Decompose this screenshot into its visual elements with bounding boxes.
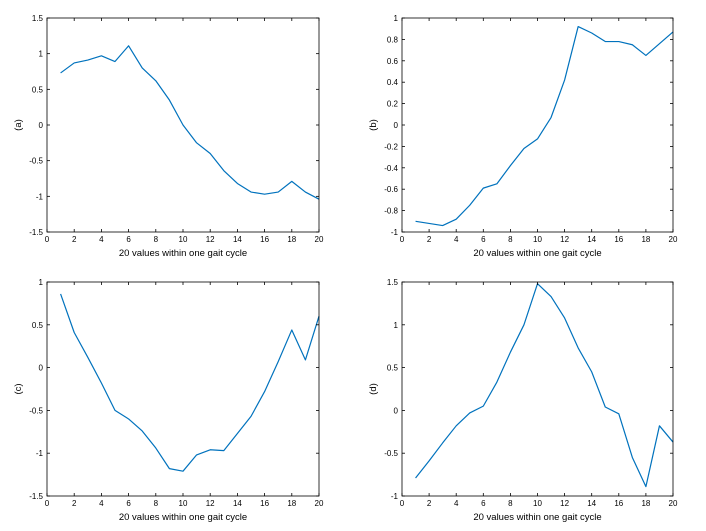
y-tick-label: 1.5	[387, 278, 399, 287]
y-tick-label: -1	[391, 492, 399, 501]
y-tick-label: -0.8	[384, 207, 398, 216]
x-tick-label: 12	[560, 235, 569, 244]
x-axis-label: 20 values within one gait cycle	[119, 248, 247, 259]
y-tick-label: 1	[394, 14, 399, 23]
x-axis-label: 20 values within one gait cycle	[119, 512, 247, 523]
x-tick-label: 10	[179, 235, 188, 244]
x-tick-label: 2	[72, 499, 77, 508]
x-tick-label: 18	[641, 235, 650, 244]
y-tick-label: 0	[394, 121, 399, 130]
plot-frame-d	[401, 281, 674, 497]
x-tick-label: 10	[533, 235, 542, 244]
y-tick-label: -1	[36, 192, 44, 201]
y-tick-label: 0.2	[387, 100, 399, 109]
x-axis-label: 20 values within one gait cycle	[473, 248, 601, 259]
y-tick-label: -0.2	[384, 142, 398, 151]
y-axis-label: (c)	[13, 383, 24, 394]
x-tick-label: 10	[533, 499, 542, 508]
x-tick-label: 20	[669, 235, 678, 244]
y-tick-label: -1.5	[29, 492, 43, 501]
x-tick-label: 10	[179, 499, 188, 508]
x-axis-label: 20 values within one gait cycle	[473, 512, 601, 523]
y-tick-label: 0.5	[32, 321, 44, 330]
y-tick-label: 0	[39, 121, 44, 130]
x-tick-label: 0	[45, 499, 50, 508]
x-tick-label: 4	[454, 499, 459, 508]
y-axis-label: (b)	[368, 119, 379, 131]
x-tick-label: 16	[260, 499, 269, 508]
x-tick-label: 2	[427, 235, 432, 244]
y-tick-label: -0.6	[384, 185, 398, 194]
series-line-c	[60, 293, 320, 472]
x-tick-label: 8	[154, 499, 159, 508]
x-tick-label: 6	[126, 235, 131, 244]
x-tick-label: 4	[454, 235, 459, 244]
y-tick-label: 1	[39, 278, 44, 287]
x-tick-label: 18	[641, 499, 650, 508]
y-tick-label: 0	[39, 364, 44, 373]
x-tick-label: 16	[260, 235, 269, 244]
x-tick-label: 0	[45, 235, 50, 244]
x-tick-label: 16	[614, 235, 623, 244]
x-tick-label: 6	[481, 235, 486, 244]
x-tick-label: 14	[587, 499, 596, 508]
x-tick-label: 8	[154, 235, 159, 244]
y-tick-label: -1	[391, 228, 399, 237]
x-tick-label: 2	[427, 499, 432, 508]
y-tick-label: -0.5	[29, 157, 43, 166]
y-tick-label: 0.6	[387, 57, 399, 66]
y-tick-label: 1.5	[32, 14, 44, 23]
plot-frame-c	[46, 281, 320, 497]
y-tick-label: 0.5	[387, 364, 399, 373]
plot-frame-b	[401, 17, 674, 233]
x-tick-label: 12	[206, 499, 215, 508]
y-tick-label: 0	[394, 406, 399, 415]
x-tick-label: 8	[508, 499, 513, 508]
x-tick-label: 6	[126, 499, 131, 508]
y-tick-label: -1.5	[29, 228, 43, 237]
x-tick-label: 20	[669, 499, 678, 508]
y-tick-label: 0.5	[32, 85, 44, 94]
x-tick-label: 16	[614, 499, 623, 508]
y-tick-label: 1	[394, 321, 399, 330]
y-tick-label: 1	[39, 50, 44, 59]
x-tick-label: 6	[481, 499, 486, 508]
y-tick-label: 0.8	[387, 35, 399, 44]
x-tick-label: 20	[315, 499, 324, 508]
x-tick-label: 14	[587, 235, 596, 244]
x-tick-label: 20	[315, 235, 324, 244]
series-line-b	[415, 25, 674, 227]
y-tick-label: -0.5	[29, 406, 43, 415]
y-tick-label: 0.4	[387, 78, 399, 87]
y-axis-label: (a)	[13, 119, 24, 131]
series-line-a	[60, 45, 320, 200]
series-line-d	[415, 283, 674, 488]
x-tick-label: 0	[400, 499, 405, 508]
x-tick-label: 14	[233, 499, 242, 508]
x-tick-label: 18	[287, 235, 296, 244]
x-tick-label: 0	[400, 235, 405, 244]
y-tick-label: -1	[36, 449, 44, 458]
x-tick-label: 4	[99, 499, 104, 508]
x-tick-label: 12	[206, 235, 215, 244]
y-tick-label: -0.4	[384, 164, 398, 173]
chart-panel-c: 0 2 4 6 8 10 12 14 16 18 20 -1.5 -1 -0.5 0 0.5 1 20 value…	[13, 278, 324, 523]
chart-panel-a: 0 2 4 6 8 10 12 14 16 18 20 -1.5 -1 -0.5 0 0.5 1 1.5 20 va…	[13, 14, 324, 259]
x-tick-label: 8	[508, 235, 513, 244]
x-tick-label: 12	[560, 499, 569, 508]
x-tick-label: 4	[99, 235, 104, 244]
x-tick-label: 14	[233, 235, 242, 244]
y-tick-label: -0.5	[384, 449, 398, 458]
x-tick-label: 2	[72, 235, 77, 244]
x-tick-label: 18	[287, 499, 296, 508]
chart-panel-d: 0 2 4 6 8 10 12 14 16 18 20 -1 -0.5 0 0.5 1 1.5 20 values…	[368, 278, 678, 523]
chart-panel-b: 0 2 4 6 8 10 12 14 16 18 20 -1 -0.8 -0.6 -0.4 -0.2 0 0.2 0…	[368, 14, 678, 259]
y-axis-label: (d)	[368, 383, 379, 395]
